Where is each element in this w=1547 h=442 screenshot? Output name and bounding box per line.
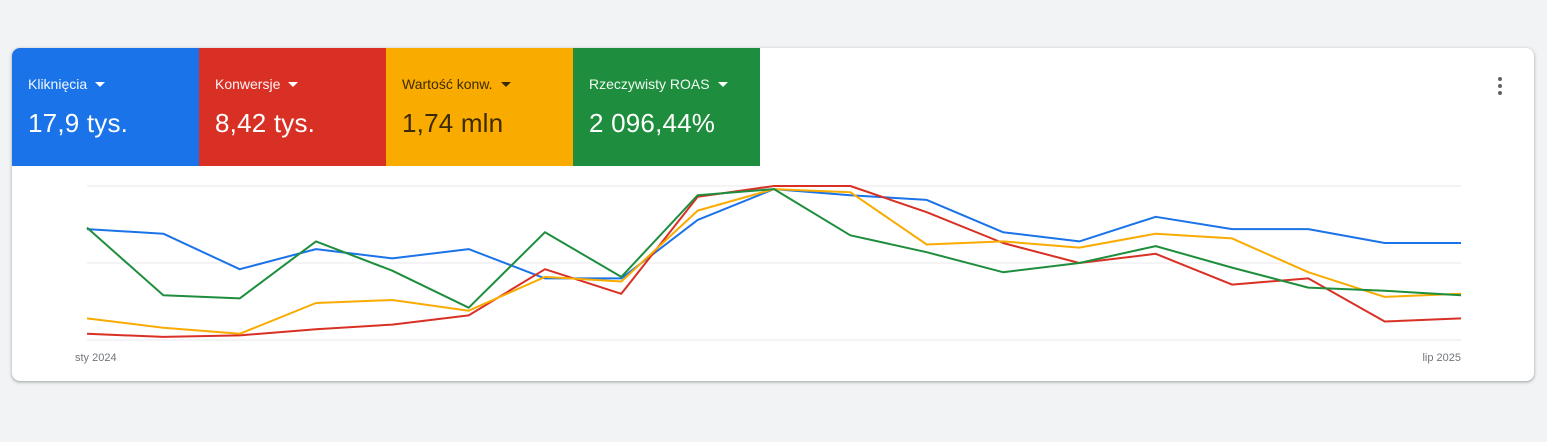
series-line-0 [86, 188, 1461, 280]
metric-label: Kliknięcia [28, 76, 88, 92]
metric-label-row: Wartość konw. [402, 75, 557, 93]
metric-label: Rzeczywisty ROAS [589, 76, 710, 92]
metric-value: 1,74 mln [402, 108, 504, 138]
metric-tile-conversions[interactable]: Konwersje 8,42 tys. [199, 48, 386, 166]
chart-series [86, 185, 1462, 338]
metric-label: Konwersje [215, 76, 281, 92]
line-chart: sty 2024 lip 2025 [75, 185, 1462, 364]
dropdown-caret-icon [500, 81, 511, 87]
metric-tile-clicks[interactable]: Kliknięcia 17,9 tys. [12, 48, 199, 166]
series-line-2 [86, 188, 1462, 335]
chart-grid [87, 185, 1461, 341]
metric-label-row: Rzeczywisty ROAS [589, 75, 744, 93]
metric-tile-conversion-value[interactable]: Wartość konw. 1,74 mln [386, 48, 573, 166]
metric-label-row: Kliknięcia [28, 75, 183, 93]
dropdown-caret-icon [288, 81, 299, 87]
more-dot [1498, 77, 1502, 81]
metric-label-row: Konwersje [215, 75, 370, 93]
series-line-1 [86, 185, 1462, 338]
more-vert-icon[interactable] [1488, 74, 1512, 98]
metric-tile-roas[interactable]: Rzeczywisty ROAS 2 096,44% [573, 48, 760, 166]
x-axis-tick-label: lip 2025 [1422, 352, 1461, 364]
more-dot [1498, 91, 1502, 95]
series-line-3 [86, 188, 1462, 309]
dropdown-caret-icon [95, 81, 106, 87]
x-axis-tick-label: sty 2024 [75, 352, 117, 364]
metric-value: 17,9 tys. [28, 108, 129, 138]
metric-value: 8,42 tys. [215, 108, 316, 138]
more-dot [1498, 84, 1502, 88]
metric-label: Wartość konw. [402, 76, 493, 92]
performance-card: Kliknięcia 17,9 tys. Konwersje 8,42 tys.… [12, 48, 1534, 381]
metric-tiles: Kliknięcia 17,9 tys. Konwersje 8,42 tys.… [12, 48, 760, 166]
dropdown-caret-icon [717, 81, 728, 87]
metric-value: 2 096,44% [589, 108, 716, 138]
